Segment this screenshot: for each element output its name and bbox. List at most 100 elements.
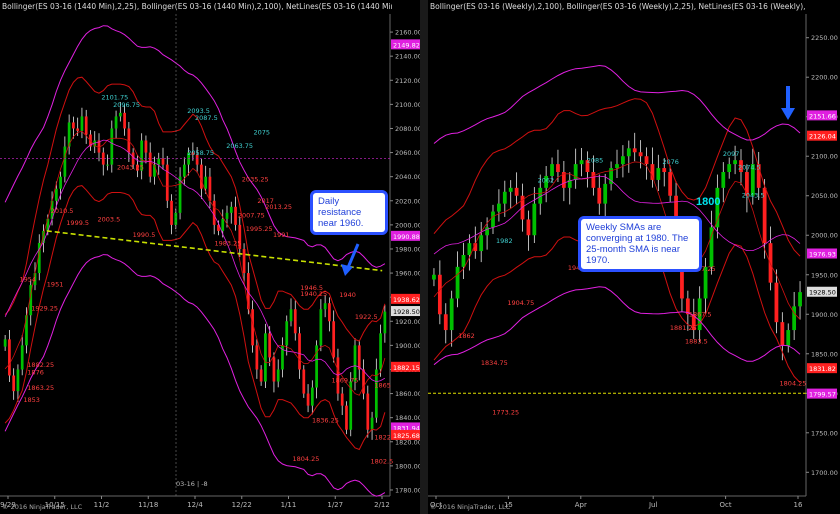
candle-body [315,345,318,388]
candle-body [255,345,259,370]
callout-arrow-head [341,264,353,276]
y-tick-label: 2160.00 [395,29,420,37]
candle-body [123,112,126,129]
candle-body [703,266,708,299]
candle-body [76,128,80,131]
candle-body [739,160,743,173]
candle-body [792,306,797,331]
y-tick-label: 1820.00 [395,438,420,446]
candle-body [621,156,625,165]
price-tag-box [391,293,420,304]
x-tick-label: 11/2 [94,501,110,509]
candle-body [182,164,186,177]
x-tick-label: 1/11 [281,501,297,509]
candle-body [449,298,454,331]
level-1800-label: 1800 [696,196,721,208]
candle-body [656,168,661,180]
candle-body [59,176,62,189]
x-tick-label: Jul [648,501,658,509]
candle-body [246,273,250,310]
price-tag-label: 1831.82 [809,365,836,373]
x-tick-label: 16 [794,501,803,509]
candle-body [443,314,448,331]
candle-body [467,243,472,255]
swing-label: 1804.25 [293,455,320,463]
y-tick-label: 2200.00 [811,74,838,82]
candle-body [118,112,122,117]
candle-body [8,339,11,376]
daily-chart-panel: 1780.001800.001820.001840.001860.001880.… [0,2,420,511]
candle-body [165,164,169,201]
weekly-arrow-head [781,108,795,120]
candle-body [72,122,75,129]
candle-body [328,303,331,322]
swing-label: 1995.25 [246,225,273,233]
swing-label: 2085 [587,157,604,165]
candle-body [349,381,353,430]
swing-label: 1865 [374,382,391,390]
candle-body [491,211,495,228]
swing-label: 1867.5 [689,311,712,319]
swing-label: 2010.5 [51,207,74,215]
candle-body [579,160,584,165]
candle-body [750,164,755,196]
price-tag-box [807,363,837,374]
candle-body [310,387,314,406]
candle-body [332,321,336,358]
candle-body [597,187,602,204]
candle-body [485,227,489,236]
price-tag-box [391,429,420,440]
candle-body [12,375,16,392]
panel-divider[interactable] [420,0,428,514]
y-tick-label: 2250.00 [811,34,838,42]
x-tick-label: Oct [720,501,732,509]
swing-label: 1773.25 [492,409,519,417]
candle-body [289,309,293,322]
candle-body [768,243,773,283]
swing-label: 1836.25 [312,416,339,424]
candle-body [786,330,791,346]
price-tag-label: 1799.57 [809,391,836,399]
candle-body [357,345,361,370]
candle-body [140,140,144,171]
swing-label: 2087.5 [195,114,218,122]
swing-label: 1951 [47,280,64,288]
plot-area [0,14,390,496]
bollinger-inner-lower [4,185,386,451]
candle-body [229,206,233,213]
price-tag-label: 1938.62 [393,296,420,304]
candle-body [709,227,714,267]
candle-body [106,164,109,166]
candle-body [345,405,348,430]
candle-body [774,282,779,323]
swing-label: 2035.25 [242,175,269,183]
y-tick-label: 2000.00 [395,221,420,229]
daily-resistance-callout: Daily resistance near 1960. [310,190,388,235]
candle-body [573,164,578,180]
candle-body [432,274,436,280]
swing-label: 1991 [273,231,290,239]
candle-body [200,164,203,189]
swing-label: 2043.25 [117,163,144,171]
price-tag-box [391,361,420,372]
swing-label: 2003.5 [98,215,121,223]
swing-label: 1999.5 [66,219,89,227]
candle-body [234,206,237,225]
candle-body [632,148,637,153]
bollinger-outer-lower [4,254,386,497]
candle-body [93,140,97,147]
candle-body [302,369,306,394]
callout-arrow [345,243,360,271]
price-tag-label: 1976.93 [809,250,836,258]
candle-body [538,187,543,204]
candle-body [204,176,208,189]
y-tick-label: 1840.00 [395,414,420,422]
candle-body [603,183,608,204]
candle-body [455,266,460,299]
candle-body [178,176,182,213]
candle-body [379,333,382,370]
candle-body [532,203,537,236]
candle-body [212,200,216,225]
swing-label: 2017 [257,197,274,205]
candle-body [715,187,720,228]
